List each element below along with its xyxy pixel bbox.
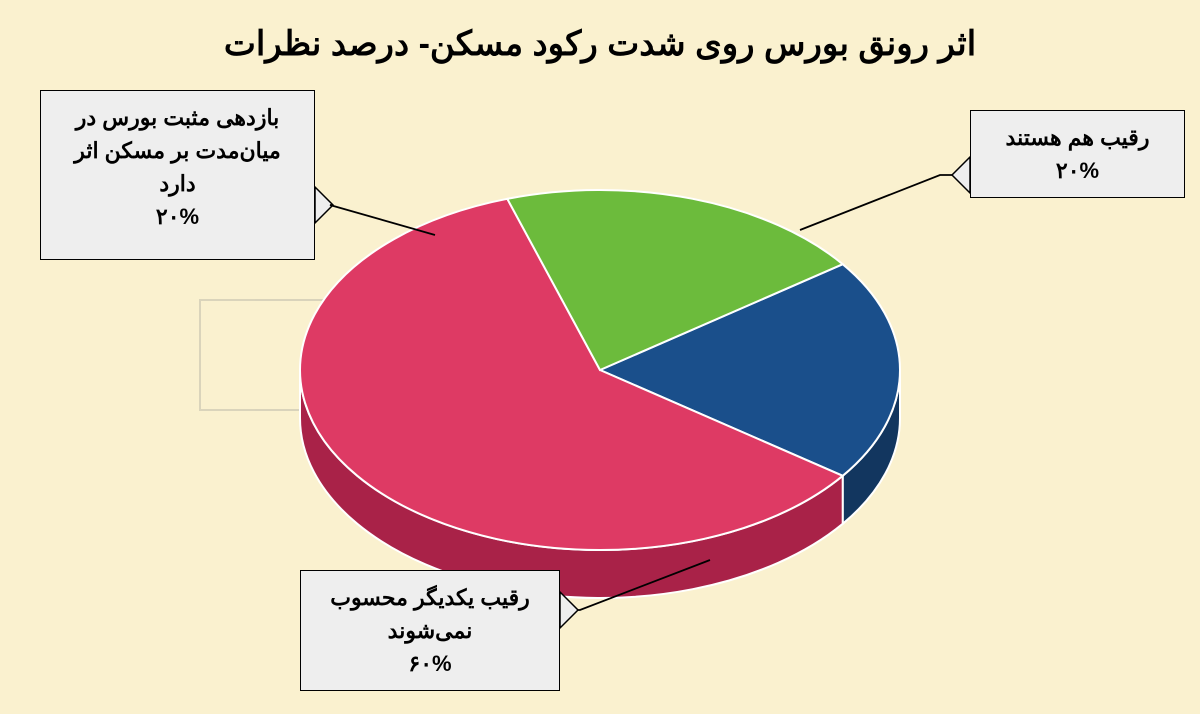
chart-title: اثر رونق بورس روی شدت رکود مسکن- درصد نظ… [0,24,1200,64]
callout-label: رقیب یکدیگر محسوب نمی‌شوند [315,581,545,647]
chart-container: روزنامه صبح ایراندنیای اقتصاداثر رونق بو… [0,0,1200,714]
callout-percent: ۶۰% [315,647,545,680]
callout-rival_no: رقیب یکدیگر محسوب نمی‌شوند۶۰% [300,570,560,691]
callout-mid_term: بازدهی مثبت بورس در میان‌مدت بر مسکن اثر… [40,90,315,260]
callout-label: بازدهی مثبت بورس در میان‌مدت بر مسکن اثر… [55,101,300,200]
callout-rival_yes: رقیب هم هستند۲۰% [970,110,1185,198]
callout-percent: ۲۰% [55,200,300,233]
callout-percent: ۲۰% [985,154,1170,187]
callout-label: رقیب هم هستند [985,121,1170,154]
